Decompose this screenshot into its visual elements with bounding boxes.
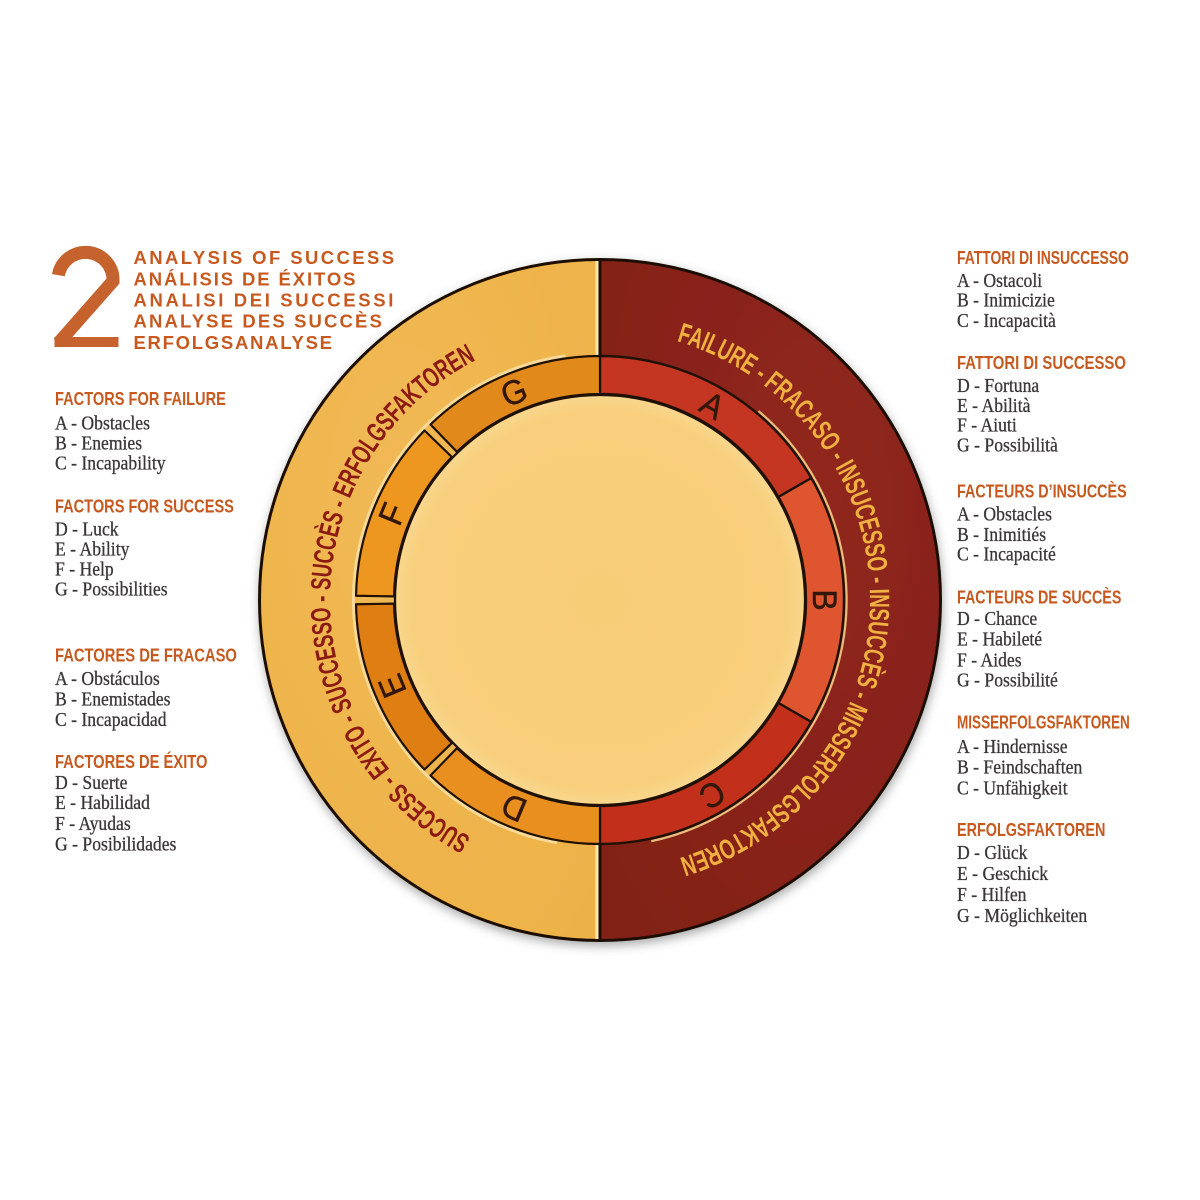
svg-text:C - Incapability: C - Incapability bbox=[55, 453, 166, 475]
svg-text:A - Obstacles: A - Obstacles bbox=[55, 413, 150, 435]
svg-text:ERFOLGSANALYSE: ERFOLGSANALYSE bbox=[134, 332, 334, 353]
svg-text:C - Incapacité: C - Incapacité bbox=[957, 544, 1056, 566]
svg-text:C - Incapacidad: C - Incapacidad bbox=[55, 709, 167, 731]
svg-text:B - Enemistades: B - Enemistades bbox=[55, 689, 170, 711]
svg-text:A - Hindernisse: A - Hindernisse bbox=[957, 736, 1068, 758]
svg-text:C - Incapacità: C - Incapacità bbox=[957, 310, 1057, 332]
svg-text:D - Chance: D - Chance bbox=[957, 608, 1037, 630]
svg-text:FACTORS FOR FAILURE: FACTORS FOR FAILURE bbox=[55, 388, 226, 409]
svg-text:ANALYSE DES SUCCÈS: ANALYSE DES SUCCÈS bbox=[134, 310, 384, 331]
svg-text:FACTORES DE FRACASO: FACTORES DE FRACASO bbox=[55, 645, 237, 666]
svg-text:FACTEURS D’INSUCCÈS: FACTEURS D’INSUCCÈS bbox=[957, 481, 1127, 502]
svg-text:B - Enemies: B - Enemies bbox=[55, 433, 142, 455]
svg-text:F - Aides: F - Aides bbox=[957, 650, 1022, 672]
svg-text:G - Posibilidades: G - Posibilidades bbox=[55, 834, 176, 856]
svg-text:E - Habilidad: E - Habilidad bbox=[55, 792, 151, 814]
svg-text:B - Feindschaften: B - Feindschaften bbox=[957, 757, 1083, 779]
svg-text:FATTORI DI INSUCCESSO: FATTORI DI INSUCCESSO bbox=[957, 248, 1129, 268]
svg-text:D - Glück: D - Glück bbox=[957, 842, 1028, 864]
svg-text:G - Possibilité: G - Possibilité bbox=[957, 670, 1058, 692]
svg-text:A - Ostacoli: A - Ostacoli bbox=[957, 270, 1042, 292]
svg-text:FACTORS FOR SUCCESS: FACTORS FOR SUCCESS bbox=[55, 496, 234, 517]
svg-text:G - Possibilità: G - Possibilità bbox=[957, 435, 1059, 457]
svg-text:FACTEURS DE SUCCÈS: FACTEURS DE SUCCÈS bbox=[957, 587, 1121, 608]
svg-text:MISSERFOLGSFAKTOREN: MISSERFOLGSFAKTOREN bbox=[957, 713, 1130, 734]
svg-text:D - Fortuna: D - Fortuna bbox=[957, 375, 1040, 397]
svg-text:F - Hilfen: F - Hilfen bbox=[957, 884, 1027, 906]
svg-text:G - Possibilities: G - Possibilities bbox=[55, 579, 168, 601]
svg-text:ANALISI DEI SUCCESSI: ANALISI DEI SUCCESSI bbox=[134, 289, 397, 310]
svg-text:ANALYSIS OF SUCCESS: ANALYSIS OF SUCCESS bbox=[134, 247, 397, 268]
svg-text:D - Suerte: D - Suerte bbox=[55, 772, 127, 794]
svg-text:F - Ayudas: F - Ayudas bbox=[55, 813, 131, 835]
svg-text:A - Obstáculos: A - Obstáculos bbox=[55, 668, 160, 690]
svg-text:FACTORES DE ÉXITO: FACTORES DE ÉXITO bbox=[55, 752, 207, 773]
svg-text:E - Habileté: E - Habileté bbox=[957, 629, 1042, 651]
svg-text:D - Luck: D - Luck bbox=[55, 519, 119, 541]
svg-text:G - Möglichkeiten: G - Möglichkeiten bbox=[957, 905, 1088, 927]
svg-text:E - Ability: E - Ability bbox=[55, 539, 130, 561]
svg-text:B - Inimitiés: B - Inimitiés bbox=[957, 524, 1046, 546]
svg-text:E - Abilità: E - Abilità bbox=[957, 395, 1031, 417]
svg-text:FATTORI DI SUCCESSO: FATTORI DI SUCCESSO bbox=[957, 352, 1126, 373]
svg-text:F - Aiuti: F - Aiuti bbox=[957, 415, 1017, 437]
svg-text:E - Geschick: E - Geschick bbox=[957, 863, 1049, 885]
svg-text:ERFOLGSFAKTOREN: ERFOLGSFAKTOREN bbox=[957, 819, 1105, 840]
svg-text:ANÁLISIS DE ÉXITOS: ANÁLISIS DE ÉXITOS bbox=[134, 268, 358, 289]
svg-text:C - Unfähigkeit: C - Unfähigkeit bbox=[957, 778, 1068, 800]
svg-text:A - Obstacles: A - Obstacles bbox=[957, 504, 1052, 526]
svg-text:B - Inimicizie: B - Inimicizie bbox=[957, 290, 1055, 312]
svg-text:B: B bbox=[806, 589, 844, 610]
svg-text:F - Help: F - Help bbox=[55, 558, 114, 580]
